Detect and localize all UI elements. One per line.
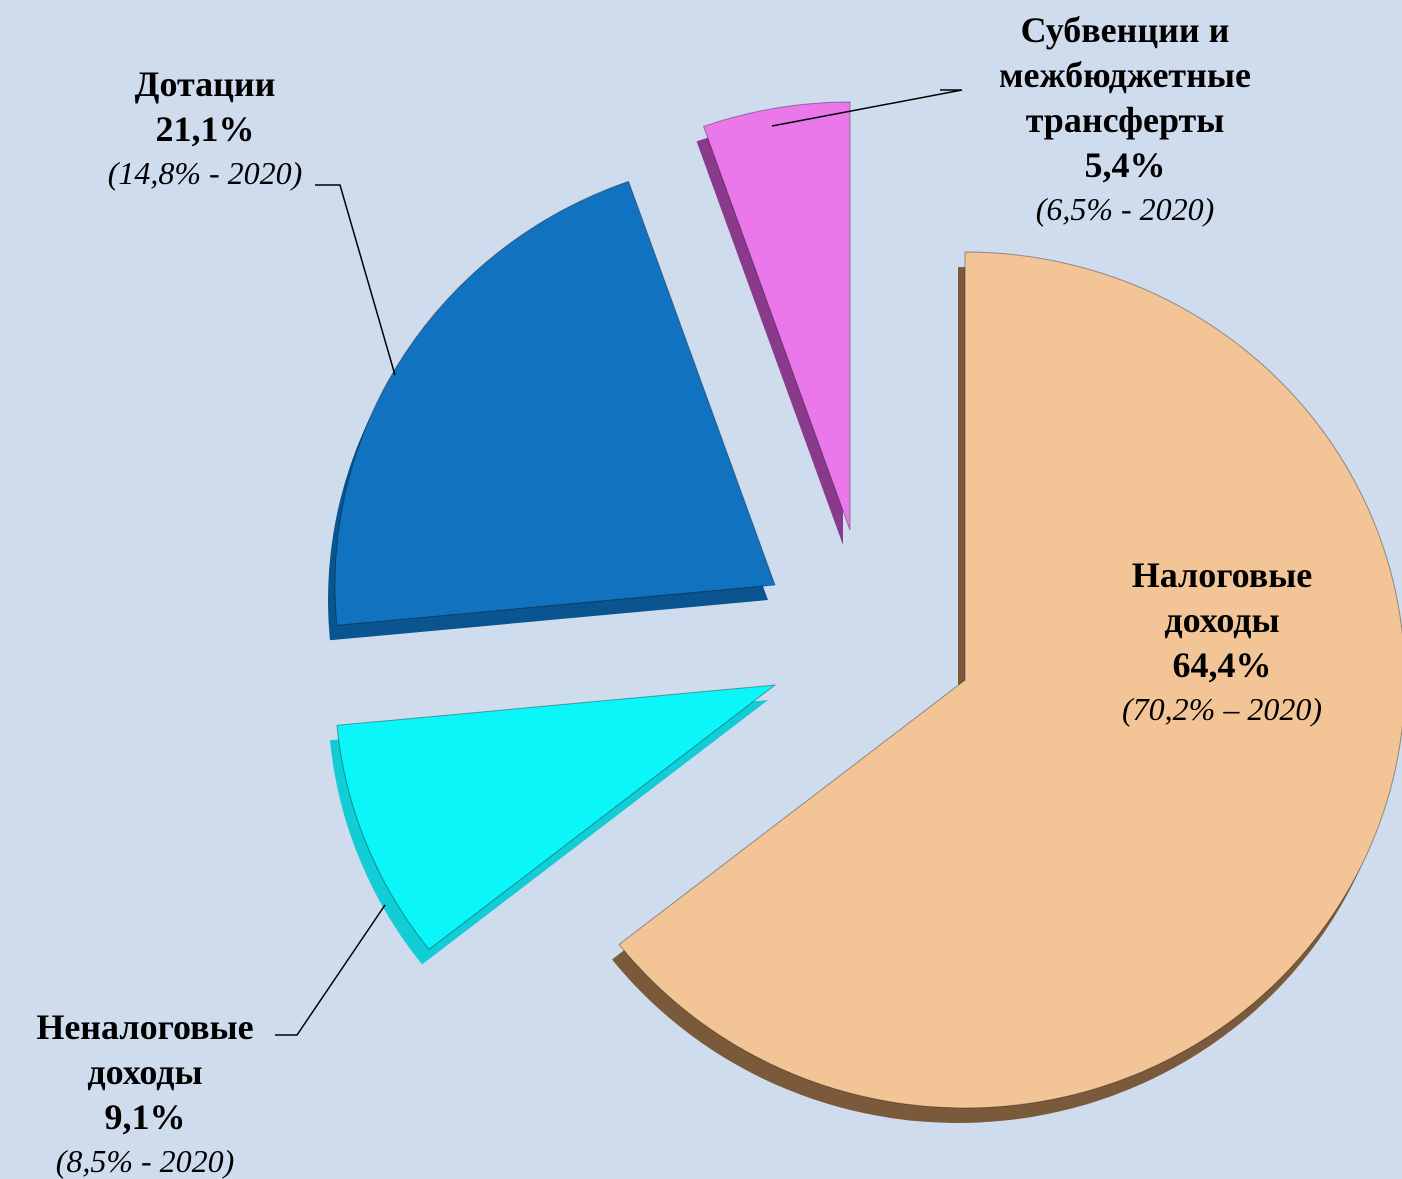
previous-label: (8,5% - 2020) xyxy=(55,1143,235,1179)
previous-label: (14,8% - 2020) xyxy=(107,155,303,191)
slice-label: Неналоговые доходы 9,1% (8,5% - 2020) xyxy=(0,1005,290,1179)
leader-line xyxy=(315,184,396,376)
slice-label: Налоговые доходы 64,4% (70,2% – 2020) xyxy=(1087,553,1357,730)
value-label: 5,4% xyxy=(1084,145,1166,185)
slice-label: Дотации 21,1% (14,8% - 2020) xyxy=(75,62,335,194)
previous-label: (6,5% - 2020) xyxy=(1035,191,1215,227)
previous-label: (70,2% – 2020) xyxy=(1122,691,1322,727)
value-label: 64,4% xyxy=(1172,645,1272,685)
category-label: Неналоговые доходы xyxy=(36,1007,254,1092)
category-label: Субвенции и межбюджетные трансферты xyxy=(999,10,1251,140)
category-label: Дотации xyxy=(134,64,276,104)
slice-label: Субвенции и межбюджетные трансферты 5,4% (… xyxy=(960,8,1290,230)
leader-line xyxy=(771,89,963,127)
slice xyxy=(618,251,1402,1109)
slice xyxy=(702,101,851,531)
slice xyxy=(334,180,776,626)
leader-line xyxy=(275,904,386,1036)
category-label: Налоговые доходы xyxy=(1131,555,1313,640)
value-label: 21,1% xyxy=(155,109,255,149)
value-label: 9,1% xyxy=(104,1097,186,1137)
slice xyxy=(336,684,777,951)
